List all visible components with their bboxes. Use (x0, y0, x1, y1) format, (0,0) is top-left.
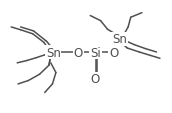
Text: Sn: Sn (46, 46, 61, 59)
Text: O: O (74, 46, 83, 59)
Text: O: O (109, 46, 118, 59)
Text: Sn: Sn (112, 33, 127, 46)
Text: O: O (91, 73, 100, 86)
Text: Si: Si (90, 46, 101, 59)
